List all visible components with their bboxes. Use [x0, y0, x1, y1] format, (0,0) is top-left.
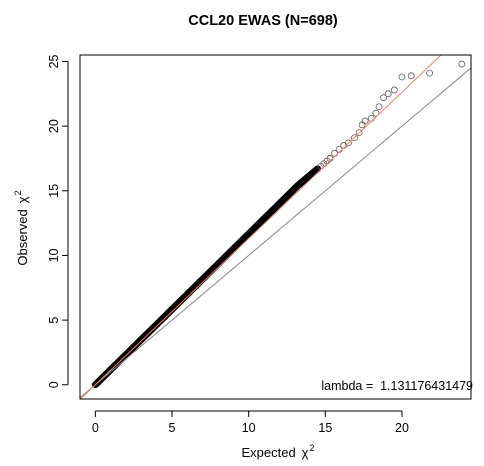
x-axis-label-superscript: 2 [310, 443, 315, 453]
plot-frame [79, 54, 472, 400]
data-point [355, 129, 363, 136]
y-tick-label: 0 [47, 381, 61, 388]
y-axis-label-text: Observed [15, 209, 30, 265]
data-point [390, 86, 398, 94]
data-point [398, 73, 406, 81]
x-tick-label: 0 [92, 421, 99, 435]
y-axis: 0 5 10 15 20 25 [47, 54, 69, 388]
lambda-annotation: lambda = 1.131176431479 [321, 379, 473, 393]
data-point [372, 109, 380, 117]
x-tick-label: 20 [395, 421, 409, 435]
y-tick-label: 20 [47, 119, 61, 133]
reference-lines [79, 54, 472, 400]
plot-region [79, 54, 472, 400]
y-tick-label: 15 [47, 184, 61, 198]
chart-title: CCL20 EWAS (N=698) [188, 13, 338, 29]
x-axis-label-text: Expected [241, 445, 295, 460]
points-layer [91, 60, 466, 389]
y-axis-label: Observed χ2 [13, 190, 30, 265]
data-point [344, 139, 352, 147]
y-tick-label: 25 [47, 54, 61, 68]
y-tick-label: 10 [47, 248, 61, 262]
data-point [426, 69, 434, 77]
data-point [458, 60, 466, 68]
y-tick-label: 5 [47, 317, 61, 324]
x-tick-label: 10 [242, 421, 256, 435]
data-point [367, 114, 375, 122]
data-point [384, 90, 392, 98]
data-point [375, 103, 383, 111]
x-axis-label: Expected χ2 [241, 443, 314, 460]
x-axis: 0 5 10 15 20 [92, 410, 409, 435]
data-point [407, 72, 415, 80]
lambda-fit-line [80, 54, 442, 400]
x-axis-label-symbol: χ [302, 445, 309, 460]
data-point [361, 117, 369, 125]
y-axis-label-symbol: χ [15, 196, 30, 203]
data-point [380, 94, 388, 102]
x-tick-label: 15 [318, 421, 332, 435]
identity-line [79, 67, 472, 399]
y-axis-label-superscript: 2 [13, 190, 23, 195]
x-tick-label: 5 [169, 421, 176, 435]
data-point [351, 134, 358, 142]
data-point [358, 121, 366, 129]
